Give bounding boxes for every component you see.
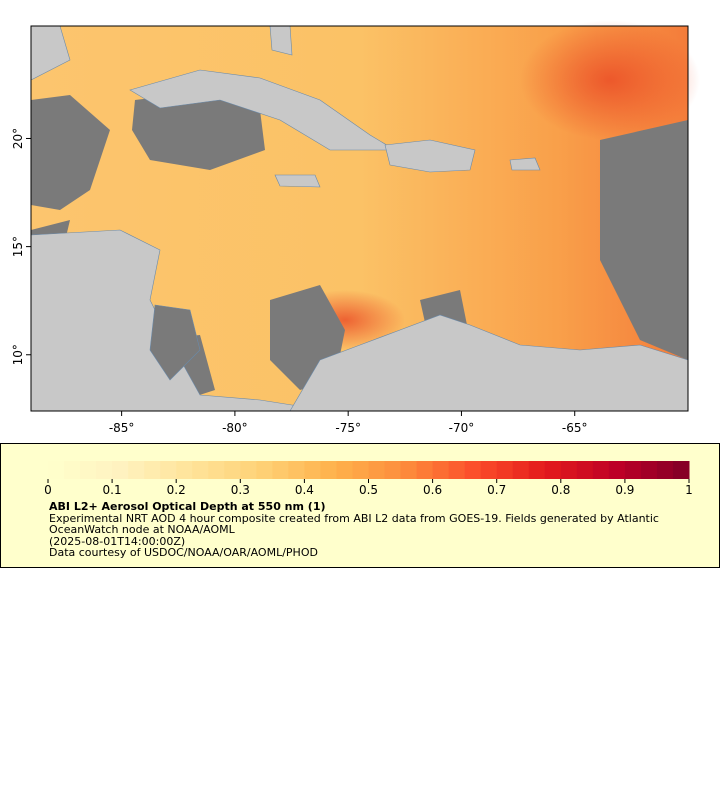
colorbar-step	[352, 461, 369, 479]
colorbar-step	[224, 461, 241, 479]
colorbar-step	[128, 461, 145, 479]
legend-credit: Data courtesy of USDOC/NOAA/OAR/AOML/PHO…	[49, 546, 318, 559]
colorbar-step	[176, 461, 193, 479]
colorbar-step	[576, 461, 594, 479]
colorbar-step	[96, 461, 113, 479]
colorbar-step	[144, 461, 161, 479]
land	[30, 25, 689, 412]
colorbar-step	[112, 461, 129, 479]
y-tick-label: 10°	[11, 344, 25, 365]
colorbar-step	[48, 461, 65, 479]
aod-high	[520, 20, 700, 140]
legend-title: ABI L2+ Aerosol Optical Depth at 550 nm …	[49, 500, 326, 513]
colorbar-step	[320, 461, 337, 479]
x-tick-label: -65°	[562, 421, 588, 435]
colorbar-tick-label: 0.4	[295, 483, 314, 497]
y-tick-label: 15°	[11, 236, 25, 257]
x-tick-label: -70°	[449, 421, 475, 435]
colorbar-step	[592, 461, 610, 479]
colorbar-step	[288, 461, 305, 479]
colorbar-step	[336, 461, 353, 479]
colorbar-step	[464, 461, 482, 479]
colorbar-step	[368, 461, 386, 479]
colorbar-step	[608, 461, 626, 479]
colorbar-step	[64, 461, 81, 479]
colorbar-step	[208, 461, 225, 479]
colorbar-step	[416, 461, 434, 479]
colorbar-tick-label: 0.5	[359, 483, 378, 497]
colorbar-tick-label: 0.1	[103, 483, 122, 497]
colorbar-tick-label: 0.2	[167, 483, 186, 497]
colorbar-tick-label: 0.9	[615, 483, 634, 497]
colorbar-step	[672, 461, 690, 479]
legend-text: ABI L2+ Aerosol Optical Depth at 550 nm …	[49, 501, 689, 559]
colorbar-step	[240, 461, 257, 479]
colorbar-step	[656, 461, 674, 479]
colorbar-step	[512, 461, 530, 479]
colorbar-step	[480, 461, 498, 479]
colorbar-tick-label: 0.6	[423, 483, 442, 497]
colorbar-step	[560, 461, 578, 479]
legend-timestamp: (2025-08-01T14:00:00Z)	[49, 534, 186, 548]
legend-description: Experimental NRT AOD 4 hour composite cr…	[49, 511, 659, 536]
colorbar-step	[192, 461, 209, 479]
x-tick-label: -75°	[335, 421, 361, 435]
colorbar-step	[160, 461, 177, 479]
colorbar-step	[400, 461, 418, 479]
map-frame	[30, 25, 689, 412]
y-tick-label: 20°	[11, 128, 25, 149]
legend-panel: 0 0.1 0.2 0.3 0.4 0.5 0.6 0.7 0.8 0.9 1 ABI L2+ Ae…	[0, 443, 720, 568]
x-tick-label: -85°	[109, 421, 135, 435]
colorbar-step	[448, 461, 466, 479]
colorbar-step	[80, 461, 97, 479]
map-figure: -85° -80° -75° -70° -65° 10° 15° 20°	[11, 20, 700, 435]
map-area	[30, 20, 700, 412]
colorbar-tick-label: 0	[44, 483, 52, 497]
colorbar-step	[272, 461, 289, 479]
colorbar-step	[256, 461, 273, 479]
colorbar-step	[624, 461, 642, 479]
colorbar-step	[384, 461, 402, 479]
colorbar-tick-label: 0.3	[231, 483, 250, 497]
colorbar-step	[544, 461, 562, 479]
colorbar-step	[528, 461, 546, 479]
x-tick-label: -80°	[222, 421, 248, 435]
colorbar: 0 0.1 0.2 0.3 0.4 0.5 0.6 0.7 0.8 0.9 1	[44, 461, 693, 497]
colorbar-tick-label: 0.8	[551, 483, 570, 497]
colorbar-tick-label: 1	[685, 483, 693, 497]
colorbar-tick-label: 0.7	[487, 483, 506, 497]
colorbar-step	[432, 461, 450, 479]
colorbar-step	[496, 461, 514, 479]
colorbar-step	[640, 461, 658, 479]
colorbar-step	[304, 461, 321, 479]
